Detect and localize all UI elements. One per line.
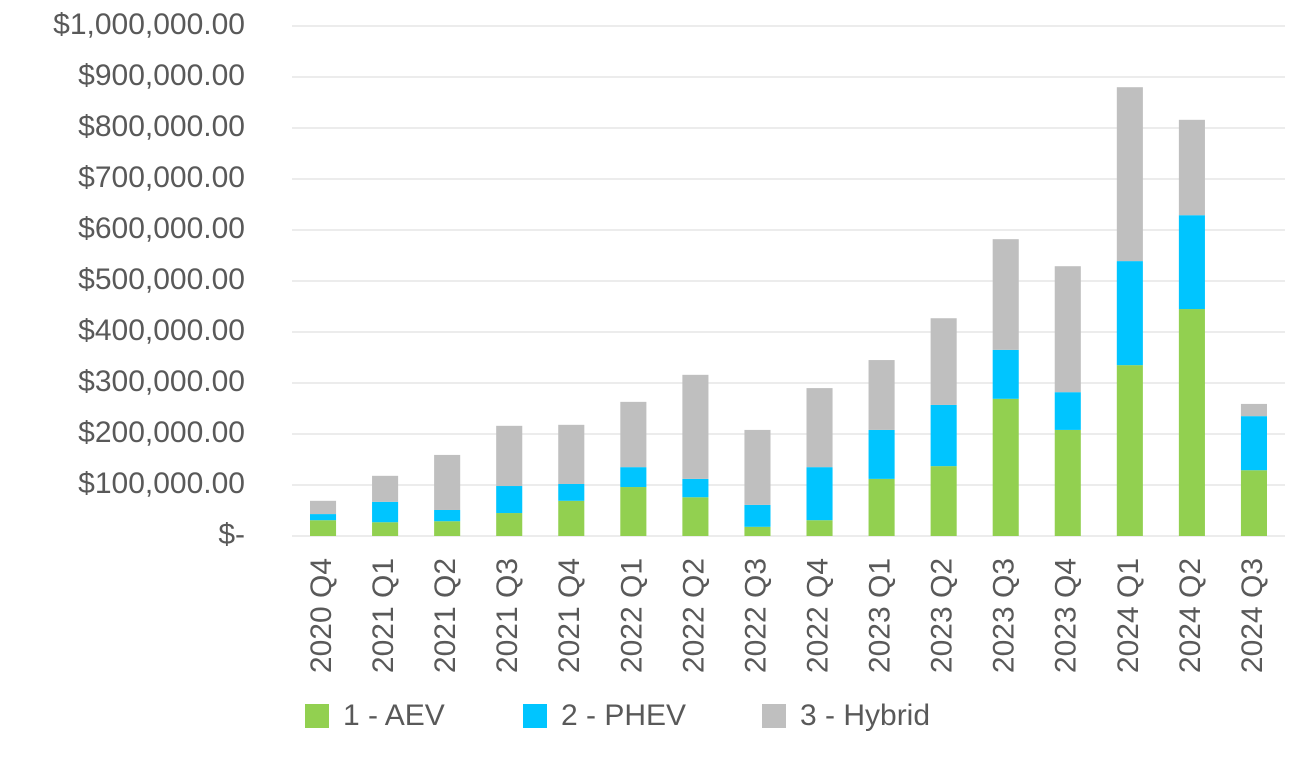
bar-segment bbox=[1178, 309, 1205, 536]
bar-segment bbox=[620, 467, 647, 488]
x-tick-label: 2022 Q2 bbox=[677, 558, 710, 673]
y-tick-label: $300,000.00 bbox=[78, 365, 245, 398]
bar-segment bbox=[372, 475, 399, 502]
bar-segment bbox=[372, 522, 399, 536]
legend-label: 2 - PHEV bbox=[561, 699, 686, 732]
bar-segment bbox=[930, 318, 957, 405]
bar-segment bbox=[1116, 365, 1143, 536]
legend-swatch bbox=[305, 704, 329, 728]
y-tick-label: $900,000.00 bbox=[78, 59, 245, 92]
y-tick-label: $1,000,000.00 bbox=[53, 8, 245, 41]
bar-segment bbox=[496, 425, 523, 487]
bar-segment bbox=[682, 497, 709, 536]
bar-segment bbox=[806, 520, 833, 536]
legend-swatch bbox=[523, 704, 547, 728]
legend-label: 1 - AEV bbox=[343, 699, 445, 732]
x-tick-label: 2024 Q1 bbox=[1112, 558, 1145, 673]
y-tick-label: $800,000.00 bbox=[78, 110, 245, 143]
bar-segment bbox=[1116, 261, 1143, 366]
bar-segment bbox=[1054, 429, 1081, 536]
x-tick-label: 2023 Q2 bbox=[926, 558, 959, 673]
bar-segment bbox=[868, 478, 895, 536]
bar-segment bbox=[1054, 392, 1081, 430]
bar-segment bbox=[496, 513, 523, 536]
bar-segment bbox=[744, 429, 771, 505]
bar-segment bbox=[434, 454, 461, 510]
x-tick-label: 2022 Q3 bbox=[739, 558, 772, 673]
bar-segment bbox=[992, 239, 1019, 350]
bar-segment bbox=[682, 374, 709, 479]
bar-segment bbox=[1240, 470, 1268, 536]
x-tick-label: 2020 Q4 bbox=[305, 558, 338, 673]
x-tick-label: 2024 Q3 bbox=[1236, 558, 1269, 673]
legend-swatch bbox=[762, 704, 786, 728]
bar-segment bbox=[620, 487, 647, 536]
y-tick-label: $- bbox=[218, 518, 245, 551]
bar-segment bbox=[309, 514, 337, 521]
bar-segment bbox=[1178, 119, 1205, 216]
bar-segment bbox=[434, 509, 461, 522]
bar-segment bbox=[868, 360, 895, 430]
bar-segment bbox=[930, 404, 957, 467]
x-tick-label: 2023 Q3 bbox=[988, 558, 1021, 673]
x-tick-label: 2021 Q4 bbox=[553, 558, 586, 673]
bar-segment bbox=[309, 520, 337, 536]
bar-segment bbox=[868, 429, 895, 479]
y-tick-label: $200,000.00 bbox=[78, 416, 245, 449]
bar-segment bbox=[496, 486, 523, 514]
y-tick-label: $500,000.00 bbox=[78, 263, 245, 296]
y-tick-label: $400,000.00 bbox=[78, 314, 245, 347]
y-tick-label: $100,000.00 bbox=[78, 467, 245, 500]
x-tick-label: 2023 Q1 bbox=[864, 558, 897, 673]
bar-segment bbox=[682, 478, 709, 498]
x-tick-label: 2023 Q4 bbox=[1050, 558, 1083, 673]
bar-segment bbox=[620, 401, 647, 468]
bar-segment bbox=[1178, 215, 1205, 310]
y-tick-label: $700,000.00 bbox=[78, 161, 245, 194]
bar-segment bbox=[992, 398, 1019, 536]
bar-segment bbox=[744, 526, 771, 536]
bar-segment bbox=[744, 504, 771, 527]
bar-segment bbox=[558, 483, 585, 501]
bar-segment bbox=[434, 521, 461, 536]
bar-segment bbox=[806, 388, 833, 468]
legend-label: 3 - Hybrid bbox=[800, 699, 930, 732]
y-tick-label: $600,000.00 bbox=[78, 212, 245, 245]
bar-segment bbox=[806, 467, 833, 521]
bar-segment bbox=[558, 424, 585, 484]
bar-segment bbox=[1240, 403, 1268, 417]
bar-segment bbox=[1054, 266, 1081, 393]
x-tick-label: 2021 Q3 bbox=[491, 558, 524, 673]
x-tick-label: 2024 Q2 bbox=[1174, 558, 1207, 673]
bar-segment bbox=[309, 500, 337, 515]
bar-segment bbox=[1240, 416, 1268, 471]
x-tick-label: 2021 Q1 bbox=[367, 558, 400, 673]
bar-segment bbox=[992, 349, 1019, 399]
bar-segment bbox=[558, 500, 585, 536]
bar-segment bbox=[372, 501, 399, 523]
bar-segment bbox=[1116, 87, 1143, 262]
x-tick-label: 2022 Q1 bbox=[615, 558, 648, 673]
x-tick-label: 2021 Q2 bbox=[429, 558, 462, 673]
bar-segment bbox=[930, 466, 957, 536]
x-tick-label: 2022 Q4 bbox=[801, 558, 834, 673]
